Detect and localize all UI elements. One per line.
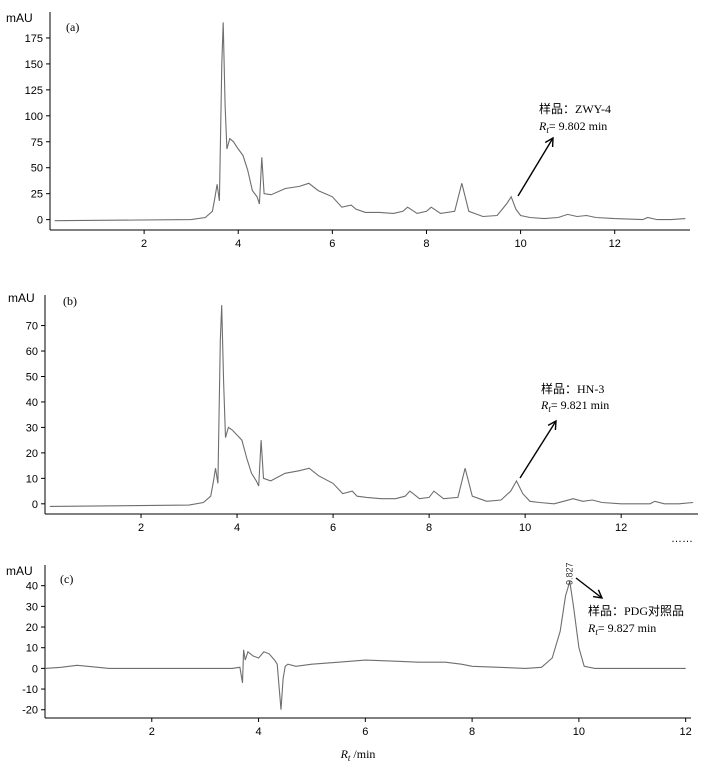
y-tick-label: 30: [26, 422, 38, 434]
y-tick-label: 175: [25, 33, 43, 45]
y-axis-unit: mAU: [8, 291, 35, 305]
annotation-arrow-line: [575, 577, 603, 599]
chart-panel-1: 0 25 50 75 100 125 150 175 2 4 6 8 10 12 mAU (a) 样品：ZWY-…: [6, 11, 690, 250]
x-tick-label: 10: [519, 522, 531, 534]
y-tick-label: 30: [26, 601, 38, 613]
sample-name-label: 样品：HN-3: [541, 381, 604, 396]
y-tick-label: -20: [22, 705, 38, 717]
y-axis-unit: mAU: [6, 11, 33, 25]
y-tick-label: 10: [26, 643, 38, 655]
x-axis-label: Rt /min: [340, 747, 376, 763]
x-tick-label: 10: [514, 238, 526, 250]
panel-label: (c): [60, 572, 73, 586]
retention-time-label: Rt= 9.827 min: [587, 621, 656, 637]
x-tick-label: 4: [235, 238, 241, 250]
x-tick-label: 6: [329, 238, 335, 250]
rt-value: = 9.827 min: [598, 621, 656, 635]
y-tick-label: -10: [22, 684, 38, 696]
chromatogram-trace: [49, 305, 694, 507]
y-tick-label: 100: [25, 111, 43, 123]
x-label-subscript: t: [348, 753, 351, 763]
y-axis-unit: mAU: [6, 564, 33, 578]
rt-value: = 9.802 min: [549, 119, 607, 133]
panel-label: (b): [63, 294, 77, 308]
x-tick-label: 2: [149, 726, 155, 738]
y-tick-label: 0: [32, 499, 38, 511]
annotation-arrow-line: [517, 137, 554, 197]
annotation-arrow-head: [547, 419, 557, 431]
y-tick-label: 25: [31, 189, 43, 201]
chromatogram-trace: [44, 581, 686, 710]
y-tick-label: 75: [31, 137, 43, 149]
retention-time-label: Rt= 9.802 min: [538, 119, 607, 135]
chart-panel-2: 0 10 20 30 40 50 60 70 2 4 6 8 10 12 mAU (b) 样品：HN-3 Rt= …: [8, 291, 698, 545]
rt-subscript: t: [595, 627, 598, 637]
y-tick-label: 150: [25, 59, 43, 71]
y-tick-label: 125: [25, 85, 43, 97]
y-tick-label: 0: [37, 215, 43, 227]
y-tick-label: 10: [26, 473, 38, 485]
x-tick-label: 8: [469, 726, 475, 738]
rt-subscript: t: [548, 404, 551, 414]
x-tick-label: 6: [330, 522, 336, 534]
x-label-symbol: R: [340, 747, 349, 761]
y-tick-label: 40: [26, 397, 38, 409]
y-tick-label: 40: [26, 581, 38, 593]
x-tick-label: 2: [141, 238, 147, 250]
continuation-dots: ……: [671, 533, 693, 545]
retention-time-label: Rt= 9.821 min: [540, 398, 609, 414]
x-tick-label: 10: [573, 726, 585, 738]
x-tick-label: 8: [426, 522, 432, 534]
annotation-arrow-head: [544, 136, 554, 148]
y-tick-label: 20: [26, 448, 38, 460]
x-tick-label: 2: [138, 522, 144, 534]
sample-name-label: 样品：ZWY-4: [539, 101, 611, 116]
annotation-arrow-line: [519, 420, 557, 479]
annotation-arrow-head: [592, 589, 604, 599]
rt-subscript: t: [546, 125, 549, 135]
rt-symbol: R: [540, 398, 549, 412]
panel-label: (a): [66, 20, 79, 34]
x-tick-label: 12: [680, 726, 692, 738]
rt-symbol: R: [538, 119, 547, 133]
y-tick-label: 50: [31, 163, 43, 175]
chromatogram-trace: [54, 22, 686, 222]
y-tick-label: 0: [32, 663, 38, 675]
y-tick-label: 60: [26, 346, 38, 358]
x-tick-label: 4: [234, 522, 240, 534]
x-label-unit: /min: [350, 747, 375, 761]
x-tick-label: 12: [609, 238, 621, 250]
x-tick-label: 6: [362, 726, 368, 738]
chart-panel-3: -20 -10 0 10 20 30 40 2 4 6 8 10 12 mAU (c) 样品：PDG对照品 Rt…: [6, 562, 692, 763]
sample-name-label: 样品：PDG对照品: [588, 603, 684, 618]
peak-retention-label: 9.827: [565, 562, 575, 585]
x-tick-label: 12: [615, 522, 627, 534]
rt-value: = 9.821 min: [551, 398, 609, 412]
x-tick-label: 8: [423, 238, 429, 250]
rt-symbol: R: [587, 621, 596, 635]
y-tick-label: 50: [26, 371, 38, 383]
y-tick-label: 20: [26, 622, 38, 634]
x-tick-label: 4: [255, 726, 261, 738]
y-tick-label: 70: [26, 321, 38, 333]
